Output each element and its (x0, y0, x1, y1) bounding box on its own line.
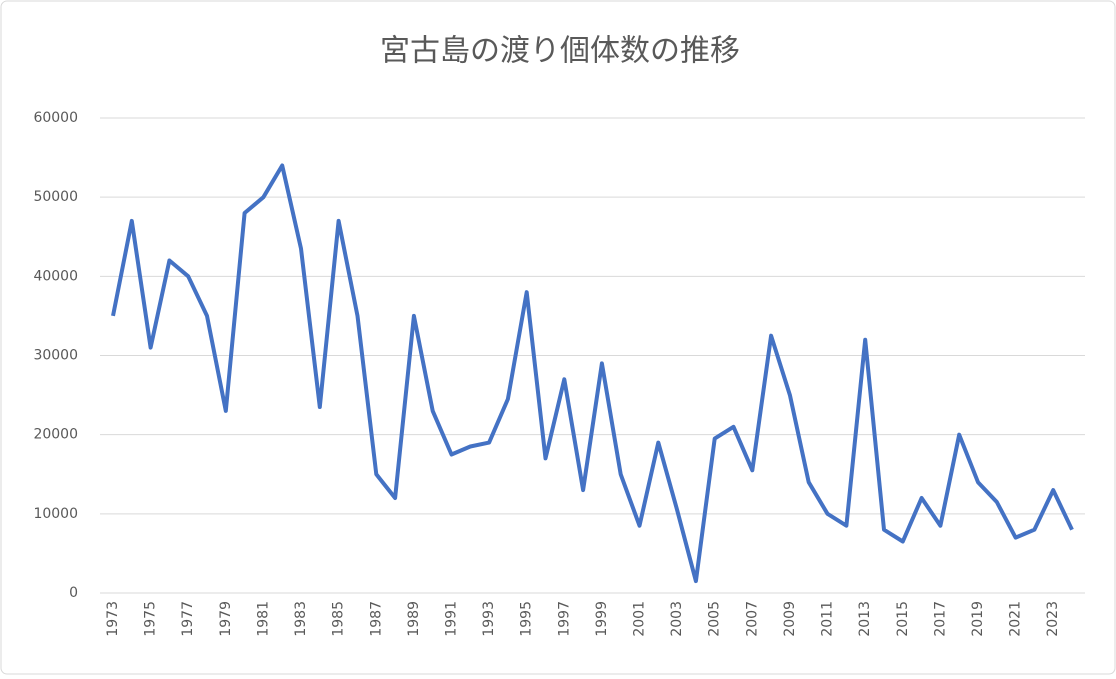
y-tick-label: 60000 (33, 110, 78, 126)
x-tick-label: 2009 (782, 601, 798, 637)
x-tick-label: 1993 (481, 601, 497, 637)
x-tick-label: 1979 (218, 601, 234, 637)
x-tick-label: 2019 (970, 601, 986, 637)
x-tick-label: 1997 (556, 601, 572, 637)
x-tick-label: 2007 (744, 601, 760, 637)
x-tick-label: 2001 (632, 601, 648, 637)
x-tick-label: 2013 (857, 601, 873, 637)
x-tick-label: 1989 (406, 601, 422, 637)
x-tick-label: 1999 (594, 601, 610, 637)
y-tick-label: 40000 (33, 268, 78, 284)
x-tick-label: 1995 (519, 601, 535, 637)
x-tick-label: 1977 (180, 601, 196, 637)
x-tick-label: 2017 (932, 601, 948, 637)
x-tick-label: 2023 (1045, 601, 1061, 637)
x-tick-label: 2021 (1008, 601, 1024, 637)
x-tick-label: 2003 (669, 601, 685, 637)
x-tick-label: 1983 (293, 601, 309, 637)
data-line (111, 163, 1074, 584)
x-tick-label: 2005 (707, 601, 723, 637)
y-tick-label: 50000 (33, 189, 78, 205)
x-tick-label: 2011 (820, 601, 836, 637)
y-tick-label: 0 (69, 585, 78, 601)
x-tick-label: 1987 (368, 601, 384, 637)
x-tick-label: 1973 (105, 601, 121, 637)
chart-title: 宮古島の渡り個体数の推移 (380, 34, 740, 69)
x-tick-label: 1985 (331, 601, 347, 637)
y-tick-label: 20000 (33, 427, 78, 443)
x-tick-label: 1991 (443, 601, 459, 637)
y-tick-label: 10000 (33, 506, 78, 522)
y-tick-label: 30000 (33, 348, 78, 364)
x-tick-label: 1975 (143, 601, 159, 637)
x-tick-label: 2015 (895, 601, 911, 637)
x-tick-label: 1981 (255, 601, 271, 637)
